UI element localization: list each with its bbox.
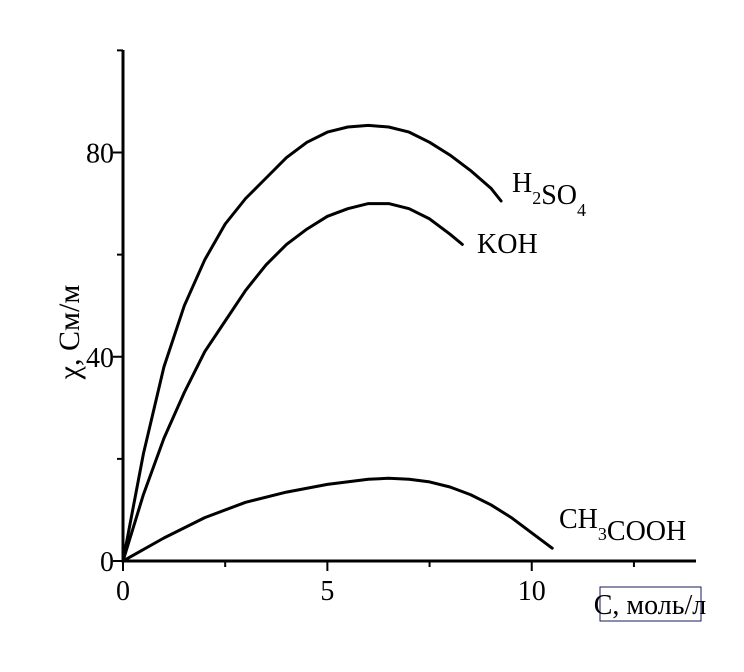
y-axis-label: χ, См/м [53,285,86,381]
x-axis-label-box: C, моль/л [594,586,707,622]
series-line-koh [121,202,464,563]
series-label-ch3cooh: CH3COOH [559,504,686,547]
series-line-h2so4 [121,123,503,563]
axes [121,50,696,563]
y-tick-label-40: 40 [86,343,114,374]
series-labels: H2SO4 KOH CH3COOH [477,168,686,547]
series-label-koh: KOH [477,229,538,260]
series-lines [121,123,554,563]
x-tick-label-10: 10 [518,576,546,607]
series-label-h2so4: H2SO4 [512,168,586,220]
y-tick-label-0: 0 [100,547,114,578]
ticks [113,49,635,571]
tick-labels: 0 5 10 0 40 80 [86,139,546,608]
y-tick-label-80: 80 [86,139,114,170]
x-axis-label: C, моль/л [594,590,707,621]
x-tick-label-5: 5 [320,576,334,607]
x-tick-label-0: 0 [116,576,130,607]
series-line-ch3cooh [121,476,554,563]
